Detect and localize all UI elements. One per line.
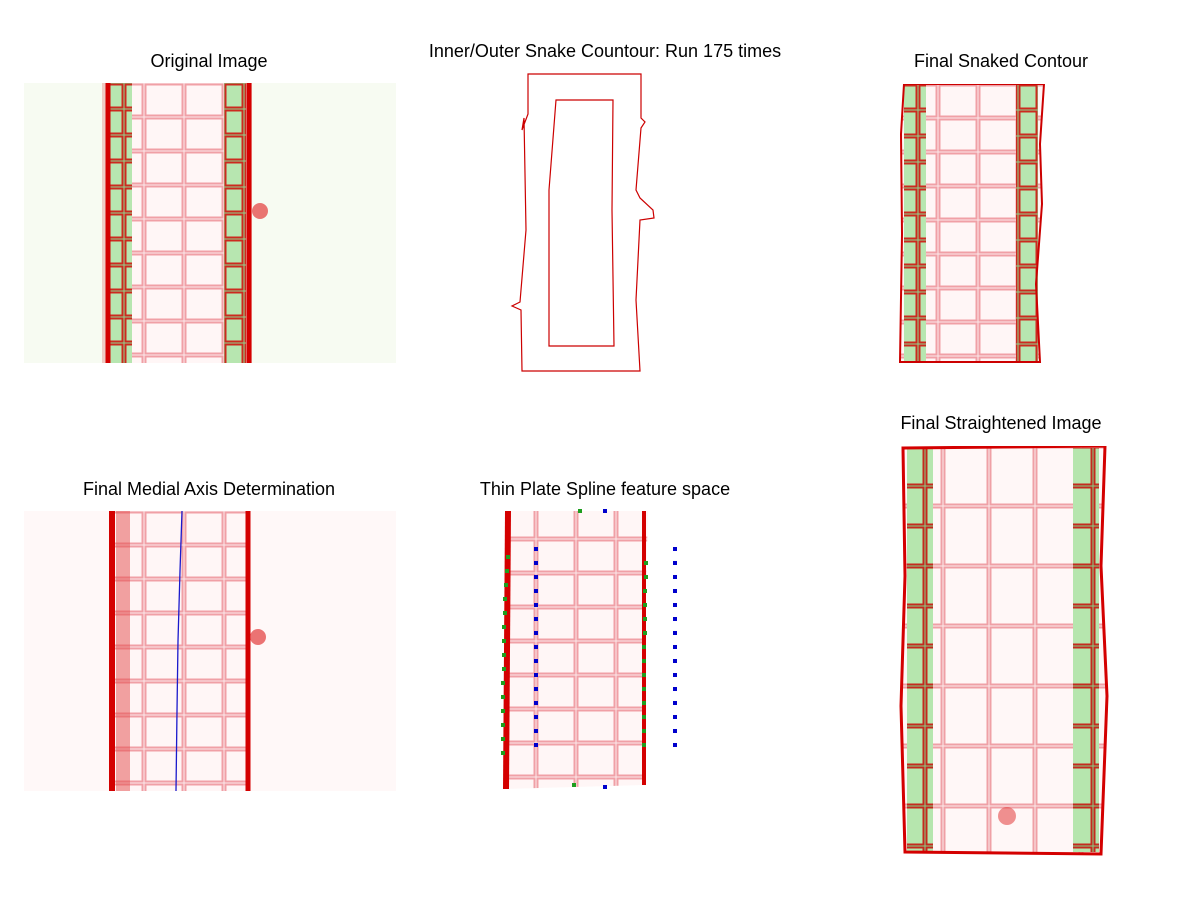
original-image-title: Original Image (150, 51, 268, 71)
final-snaked-contour-figure (898, 84, 1046, 363)
straightened-image-title: Final Straightened Image (900, 413, 1102, 433)
medial-axis-figure (24, 511, 396, 791)
original-image-panel (24, 83, 396, 363)
snake-contour-title: Inner/Outer Snake Countour: Run 175 time… (428, 41, 782, 61)
straightened-image-figure (899, 446, 1109, 856)
straightened-image-panel (897, 446, 1109, 856)
tps-feature-space-panel (496, 505, 686, 797)
original-image-figure (24, 83, 396, 363)
snake-contour-panel (500, 70, 670, 375)
medial-axis-title: Final Medial Axis Determination (82, 479, 336, 499)
tps-feature-space-title: Thin Plate Spline feature space (479, 479, 731, 499)
snake-contour-figure (510, 73, 655, 372)
tps-feature-space-figure (501, 509, 677, 790)
final-snaked-contour-title: Final Snaked Contour (913, 51, 1089, 71)
final-snaked-contour-panel (898, 84, 1048, 364)
medial-axis-panel (24, 511, 396, 791)
medial-axis-line (175, 511, 183, 791)
